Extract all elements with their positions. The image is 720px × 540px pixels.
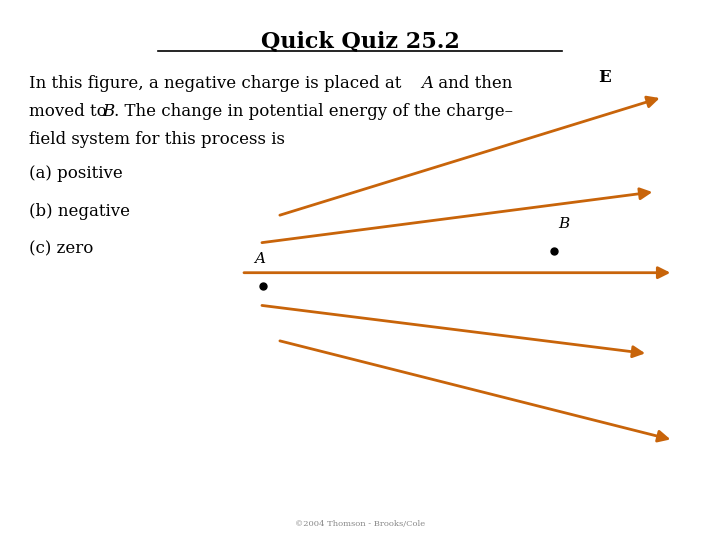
Text: In this figure, a negative charge is placed at: In this figure, a negative charge is pla… <box>29 75 406 91</box>
Text: field system for this process is: field system for this process is <box>29 131 285 147</box>
Text: B: B <box>558 217 570 231</box>
Text: B: B <box>102 103 114 119</box>
Text: and then: and then <box>433 75 512 91</box>
Text: ©2004 Thomson - Brooks/Cole: ©2004 Thomson - Brooks/Cole <box>295 520 425 528</box>
Text: . The change in potential energy of the charge–: . The change in potential energy of the … <box>114 103 513 119</box>
Text: A: A <box>421 75 433 91</box>
Text: (b) negative: (b) negative <box>29 202 130 219</box>
Text: (a) positive: (a) positive <box>29 165 122 181</box>
Text: moved to: moved to <box>29 103 112 119</box>
Text: (c) zero: (c) zero <box>29 240 93 257</box>
Text: Quick Quiz 25.2: Quick Quiz 25.2 <box>261 30 459 52</box>
Text: E: E <box>598 70 611 86</box>
Text: A: A <box>254 252 265 266</box>
